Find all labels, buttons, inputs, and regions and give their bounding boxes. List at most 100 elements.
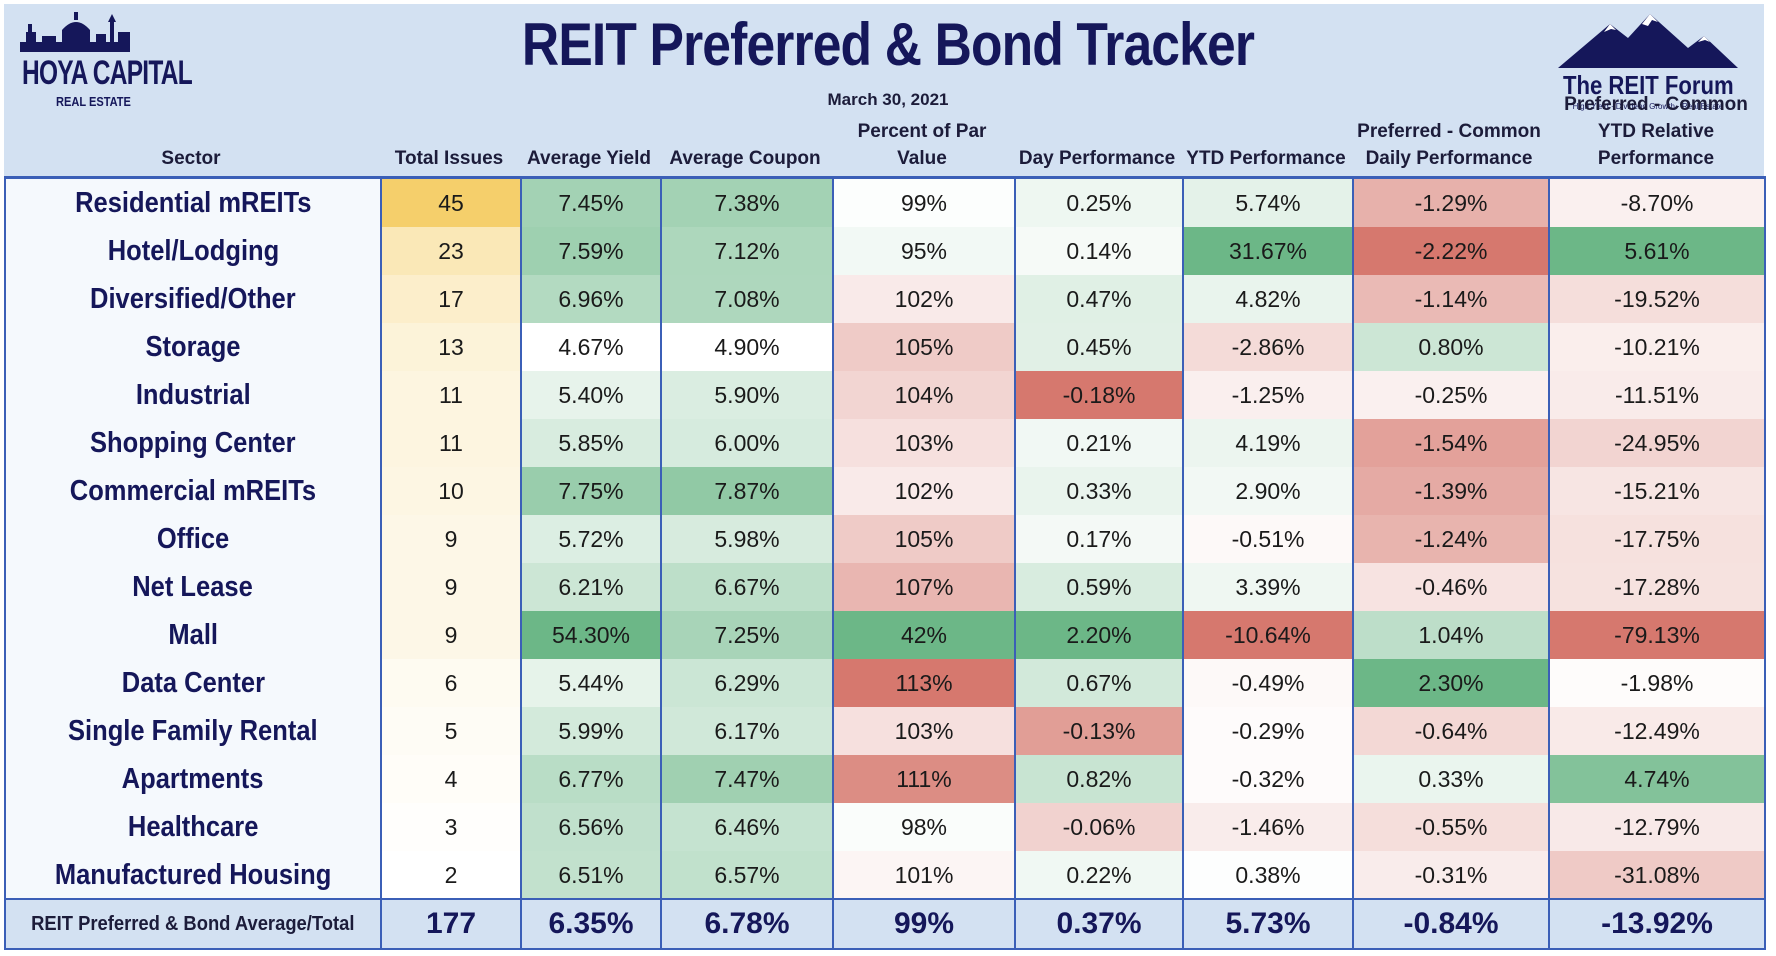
cell-coupon: 6.57%: [660, 851, 834, 902]
cell-yield: 5.85%: [520, 419, 662, 467]
cell-day: 0.59%: [1014, 563, 1184, 611]
cell-ytd: -1.46%: [1182, 803, 1354, 851]
column-header-day-performance: Day Performance: [1018, 148, 1176, 169]
cell-ytd: -0.29%: [1182, 707, 1354, 755]
column-header-pref-common-ytd: Preferred - Common YTD Relative Performa…: [1564, 94, 1748, 169]
sector-name-cell: Shopping Center: [4, 419, 382, 467]
cell-ytd: 3.39%: [1182, 563, 1354, 611]
cell-day: 0.33%: [1014, 467, 1184, 515]
cell-par: 102%: [832, 275, 1016, 323]
table-row: Apartments 4 6.77% 7.47% 111% 0.82% -0.32% 0.33…: [4, 755, 1766, 803]
cell-pcytd: -8.70%: [1548, 176, 1766, 227]
cell-par: 102%: [832, 467, 1016, 515]
cell-coupon: 7.08%: [660, 275, 834, 323]
cell-pcytd: -1.98%: [1548, 659, 1766, 707]
table-row: Shopping Center 11 5.85% 6.00% 103% 0.21% 4.19…: [4, 419, 1766, 467]
cell-pcytd: -19.52%: [1548, 275, 1766, 323]
table-row: Storage 13 4.67% 4.90% 105% 0.45% -2.86% 0.80% -…: [4, 323, 1766, 371]
cell-coupon: 5.98%: [660, 515, 834, 563]
table-row: Commercial mREITs 10 7.75% 7.87% 102% 0.33% 2.…: [4, 467, 1766, 515]
cell-pcdaily: -0.25%: [1352, 371, 1550, 419]
cell-day: 0.25%: [1014, 176, 1184, 227]
cell-pcytd: -79.13%: [1548, 611, 1766, 659]
totals-yield: 6.35%: [520, 898, 662, 950]
sector-name-cell: Apartments: [4, 755, 382, 803]
sector-name: Net Lease: [132, 570, 254, 603]
capitol-skyline-icon: [20, 12, 130, 52]
totals-par: 99%: [832, 898, 1016, 950]
cell-yield: 5.44%: [520, 659, 662, 707]
report-date: March 30, 2021: [827, 90, 949, 109]
cell-issues: 11: [380, 419, 522, 467]
cell-ytd: -1.25%: [1182, 371, 1354, 419]
cell-coupon: 7.87%: [660, 467, 834, 515]
cell-issues: 6: [380, 659, 522, 707]
cell-day: 0.45%: [1014, 323, 1184, 371]
cell-pcytd: -15.21%: [1548, 467, 1766, 515]
cell-yield: 5.40%: [520, 371, 662, 419]
cell-issues: 9: [380, 515, 522, 563]
cell-pcytd: -17.75%: [1548, 515, 1766, 563]
cell-ytd: -0.49%: [1182, 659, 1354, 707]
table-row: Industrial 11 5.40% 5.90% 104% -0.18% -1.25% -0…: [4, 371, 1766, 419]
cell-yield: 5.72%: [520, 515, 662, 563]
sector-name-cell: Mall: [4, 611, 382, 659]
cell-par: 103%: [832, 419, 1016, 467]
cell-yield: 7.75%: [520, 467, 662, 515]
cell-day: 0.14%: [1014, 227, 1184, 275]
cell-coupon: 7.38%: [660, 176, 834, 227]
page-title: REIT Preferred & Bond Tracker: [521, 11, 1255, 78]
cell-issues: 9: [380, 563, 522, 611]
cell-par: 103%: [832, 707, 1016, 755]
cell-pcdaily: 0.80%: [1352, 323, 1550, 371]
sector-name-cell: Net Lease: [4, 563, 382, 611]
cell-day: -0.18%: [1014, 371, 1184, 419]
cell-coupon: 7.25%: [660, 611, 834, 659]
sector-name: Hotel/Lodging: [107, 234, 279, 267]
column-header-ytd-performance: YTD Performance: [1186, 148, 1346, 169]
table-row: Office 9 5.72% 5.98% 105% 0.17% -0.51% -1.24% -1…: [4, 515, 1766, 563]
reit-forum-logo: The REIT Forum High Yield · Dividend Gro…: [1548, 10, 1748, 111]
sector-name: Manufactured Housing: [54, 858, 332, 891]
cell-issues: 23: [380, 227, 522, 275]
cell-coupon: 6.67%: [660, 563, 834, 611]
sector-name-cell: Diversified/Other: [4, 275, 382, 323]
cell-pcytd: 5.61%: [1548, 227, 1766, 275]
cell-yield: 5.99%: [520, 707, 662, 755]
cell-pcdaily: -1.39%: [1352, 467, 1550, 515]
cell-par: 42%: [832, 611, 1016, 659]
totals-ytd: 5.73%: [1182, 898, 1354, 950]
cell-pcdaily: 0.33%: [1352, 755, 1550, 803]
cell-pcdaily: -1.14%: [1352, 275, 1550, 323]
cell-pcdaily: 2.30%: [1352, 659, 1550, 707]
cell-yield: 6.96%: [520, 275, 662, 323]
cell-pcytd: -17.28%: [1548, 563, 1766, 611]
cell-yield: 7.45%: [520, 176, 662, 227]
sector-name-cell: Residential mREITs: [4, 176, 382, 227]
cell-pcdaily: -0.46%: [1352, 563, 1550, 611]
cell-issues: 2: [380, 851, 522, 902]
cell-yield: 6.77%: [520, 755, 662, 803]
cell-yield: 6.56%: [520, 803, 662, 851]
sector-name-cell: Single Family Rental: [4, 707, 382, 755]
sector-name: Data Center: [121, 666, 265, 699]
cell-ytd: -2.86%: [1182, 323, 1354, 371]
logo-left-line1: HOYA CAPITAL: [22, 54, 193, 92]
logo-left-line2: REAL ESTATE: [56, 94, 131, 109]
table-row: Residential mREITs 45 7.45% 7.38% 99% 0.25% 5.…: [4, 176, 1766, 227]
cell-par: 99%: [832, 176, 1016, 227]
table-row: Net Lease 9 6.21% 6.67% 107% 0.59% 3.39% -0.46%…: [4, 563, 1766, 611]
logo-right-tagline: High Yield · Dividend Growth · Real Esta…: [1572, 102, 1724, 111]
sector-name-cell: Industrial: [4, 371, 382, 419]
sector-name-cell: Healthcare: [4, 803, 382, 851]
header: HOYA CAPITAL REAL ESTATE REIT Preferred …: [0, 0, 1776, 176]
table-row: Mall 9 54.30% 7.25% 42% 2.20% -10.64% 1.04% -79.…: [4, 611, 1766, 659]
totals-issues: 177: [380, 898, 522, 950]
cell-issues: 13: [380, 323, 522, 371]
cell-yield: 54.30%: [520, 611, 662, 659]
cell-coupon: 6.29%: [660, 659, 834, 707]
cell-issues: 10: [380, 467, 522, 515]
table-row: Diversified/Other 17 6.96% 7.08% 102% 0.47% 4.…: [4, 275, 1766, 323]
cell-day: -0.06%: [1014, 803, 1184, 851]
totals-day: 0.37%: [1014, 898, 1184, 950]
